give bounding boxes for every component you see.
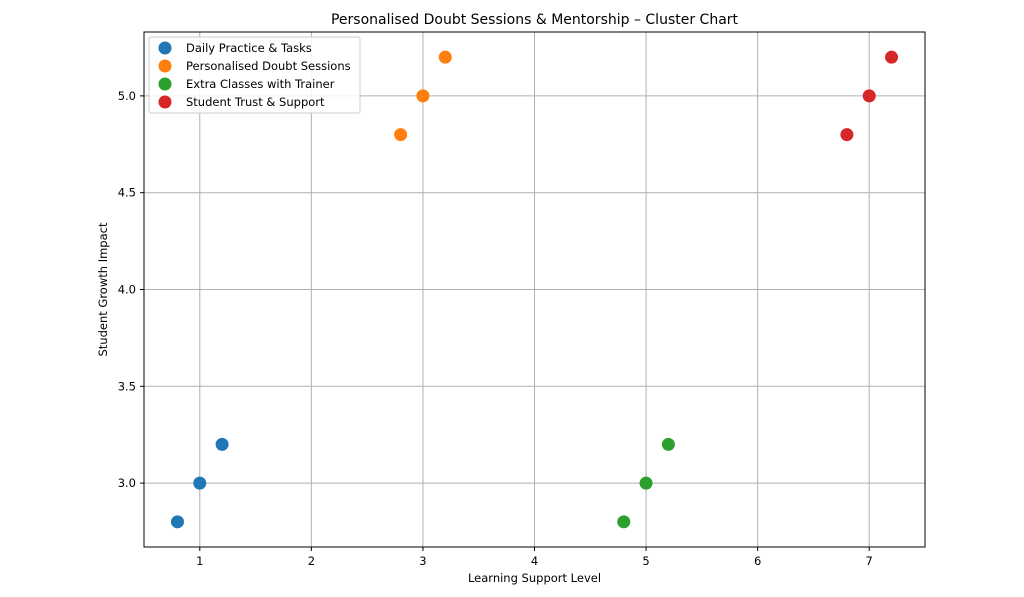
y-tick-label: 3.0 — [118, 476, 136, 490]
axis-ticks: 1 2 3 4 5 6 7 3.0 3.5 4.0 4.5 5.0 — [118, 89, 873, 568]
x-tick-label: 5 — [642, 554, 649, 568]
legend-marker — [158, 59, 172, 73]
legend-label: Personalised Doubt Sessions — [186, 59, 351, 73]
data-point — [862, 89, 876, 103]
x-tick-label: 3 — [419, 554, 426, 568]
data-points — [170, 50, 899, 529]
y-tick-label: 4.5 — [118, 186, 136, 200]
y-tick-label: 3.5 — [118, 379, 136, 393]
data-point — [193, 476, 207, 490]
legend-label: Student Trust & Support — [186, 95, 325, 109]
data-point — [617, 515, 631, 529]
data-point — [639, 476, 653, 490]
grid-lines — [144, 32, 925, 547]
legend-marker — [158, 95, 172, 109]
x-tick-label: 7 — [866, 554, 873, 568]
x-tick-label: 4 — [531, 554, 538, 568]
y-tick-label: 5.0 — [118, 89, 136, 103]
data-point — [170, 515, 184, 529]
data-point — [438, 50, 452, 64]
data-point — [661, 437, 675, 451]
legend-label: Extra Classes with Trainer — [186, 77, 335, 91]
legend: Daily Practice & Tasks Personalised Doubt… — [148, 36, 361, 114]
legend-label: Daily Practice & Tasks — [186, 41, 312, 55]
legend-marker — [158, 41, 172, 55]
data-point — [394, 128, 408, 142]
x-tick-label: 1 — [196, 554, 203, 568]
legend-marker — [158, 77, 172, 91]
data-point — [885, 50, 899, 64]
data-point — [416, 89, 430, 103]
x-tick-label: 2 — [308, 554, 315, 568]
data-point — [840, 128, 854, 142]
x-axis-label: Learning Support Level — [468, 571, 601, 585]
data-point — [215, 437, 229, 451]
x-tick-label: 6 — [754, 554, 761, 568]
y-tick-label: 4.0 — [118, 283, 136, 297]
y-axis-label: Student Growth Impact — [96, 222, 110, 356]
chart-title: Personalised Doubt Sessions & Mentorship… — [331, 12, 739, 28]
legend-box — [148, 36, 361, 114]
